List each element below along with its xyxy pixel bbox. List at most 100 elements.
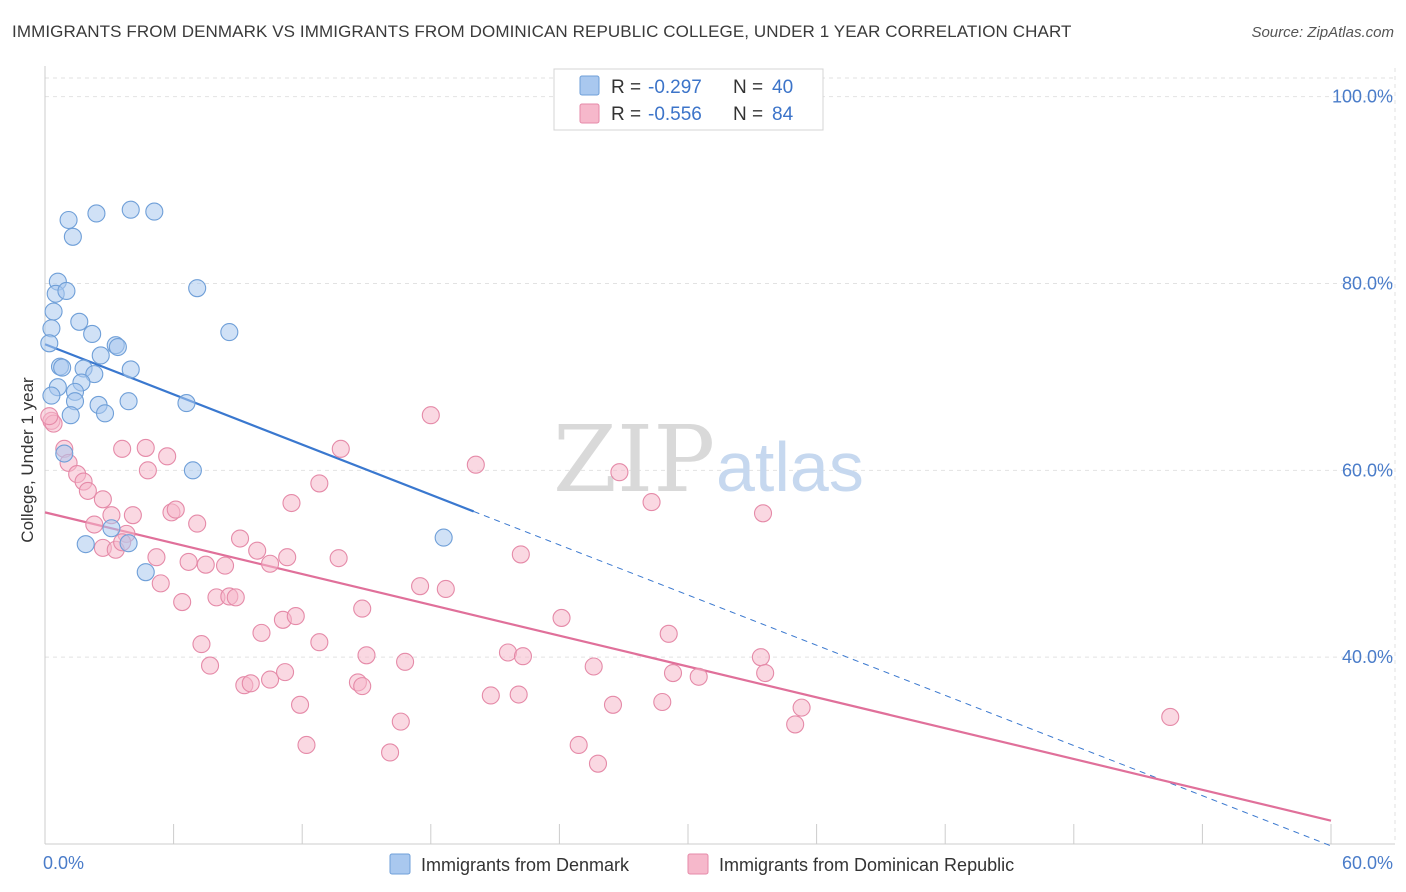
point-dominican <box>509 685 528 704</box>
point-dominican <box>659 624 678 643</box>
x-tick-label: 0.0% <box>43 853 84 873</box>
point-dominican <box>381 743 400 762</box>
point-denmark <box>95 404 115 423</box>
point-dominican <box>230 529 250 548</box>
point-dominican <box>200 656 220 675</box>
point-dominican <box>792 698 811 717</box>
point-denmark <box>55 444 74 463</box>
axes <box>44 66 1395 845</box>
y-tick-label: 80.0% <box>1342 274 1393 294</box>
stats-n-label-2: N = <box>733 104 763 125</box>
stats-n-value-1: 40 <box>772 77 793 98</box>
point-denmark <box>121 360 140 379</box>
legend-label-denmark: Immigrants from Denmark <box>421 855 630 875</box>
legend-swatch-dominican <box>687 853 709 875</box>
stats-legend-swatch-dominican <box>579 103 600 124</box>
point-dominican <box>466 455 485 474</box>
point-denmark <box>87 204 106 223</box>
point-dominican <box>584 657 603 676</box>
legend-label-dominican: Immigrants from Dominican Republic <box>719 855 1014 875</box>
point-denmark <box>183 461 202 480</box>
point-dominican <box>93 490 112 509</box>
stats-legend: R = -0.297 N = 40 R = -0.556 N = 84 <box>553 68 824 131</box>
point-denmark <box>220 323 239 342</box>
trend-line-dashed-0 <box>473 510 1332 847</box>
stats-r-label-1: R = <box>611 77 641 98</box>
point-denmark <box>42 386 61 405</box>
stats-n-value-2: 84 <box>772 104 794 125</box>
point-denmark <box>85 365 104 384</box>
watermark-zip: ZIP <box>553 406 715 513</box>
point-dominican <box>192 635 211 654</box>
x-tick-labels: 0.0% 60.0% <box>43 853 1393 873</box>
trend-line-1 <box>44 511 1332 822</box>
point-dominican <box>353 677 372 696</box>
point-denmark <box>188 279 207 298</box>
point-denmark <box>121 200 140 219</box>
point-dominican <box>310 633 329 652</box>
point-dominican <box>286 607 305 626</box>
data-points <box>40 200 1180 773</box>
point-dominican <box>511 545 530 564</box>
point-denmark <box>145 202 164 221</box>
point-dominican <box>1161 707 1180 727</box>
point-dominican <box>391 712 410 731</box>
y-tick-labels: 40.0% 60.0% 80.0% 100.0% <box>1332 87 1393 667</box>
point-dominican <box>357 646 376 665</box>
point-dominican <box>282 493 301 513</box>
point-dominican <box>331 439 350 458</box>
point-dominican <box>751 648 770 667</box>
point-dominican <box>436 579 455 599</box>
stats-r-label-2: R = <box>611 104 641 125</box>
source-label: Source: ZipAtlas.com <box>1251 24 1394 41</box>
point-dominican <box>663 664 683 683</box>
point-dominican <box>297 735 316 755</box>
point-dominican <box>353 599 372 618</box>
point-dominican <box>552 608 571 627</box>
point-dominican <box>276 663 295 682</box>
watermark-atlas: atlas <box>716 428 864 506</box>
y-tick-label: 40.0% <box>1342 647 1393 667</box>
point-dominican <box>147 548 166 567</box>
point-dominican <box>166 500 185 519</box>
point-denmark <box>177 394 196 413</box>
point-dominican <box>513 647 533 666</box>
point-dominican <box>653 692 672 712</box>
point-dominican <box>85 515 104 534</box>
trend-lines <box>44 343 1332 847</box>
trend-line-0 <box>44 343 475 513</box>
point-dominican <box>151 574 170 593</box>
point-dominican <box>481 686 500 705</box>
stats-r-value-2: -0.556 <box>648 104 702 125</box>
point-denmark <box>59 210 78 230</box>
point-dominican <box>179 552 198 571</box>
point-denmark <box>57 281 76 301</box>
y-tick-label: 100.0% <box>1332 87 1393 107</box>
point-dominican <box>173 593 192 612</box>
point-denmark <box>70 312 89 331</box>
point-dominican <box>310 474 329 493</box>
point-dominican <box>260 554 280 573</box>
point-denmark <box>119 534 138 553</box>
point-denmark <box>136 563 155 582</box>
point-dominican <box>196 555 215 574</box>
point-dominican <box>113 439 132 458</box>
point-dominican <box>689 667 708 686</box>
point-denmark <box>42 319 61 338</box>
point-dominican <box>226 588 245 607</box>
point-denmark <box>91 346 110 365</box>
point-denmark <box>61 406 80 425</box>
point-dominican <box>188 514 207 533</box>
point-denmark <box>83 324 102 344</box>
point-dominican <box>158 447 177 466</box>
point-dominican <box>329 549 348 568</box>
point-dominican <box>252 623 271 642</box>
point-dominican <box>241 674 260 693</box>
point-denmark <box>76 535 95 554</box>
point-denmark <box>108 337 127 357</box>
stats-legend-swatch-denmark <box>579 75 600 96</box>
chart-title: IMMIGRANTS FROM DENMARK VS IMMIGRANTS FR… <box>12 22 1072 41</box>
point-dominican <box>753 504 773 523</box>
stats-n-label-1: N = <box>733 77 763 98</box>
